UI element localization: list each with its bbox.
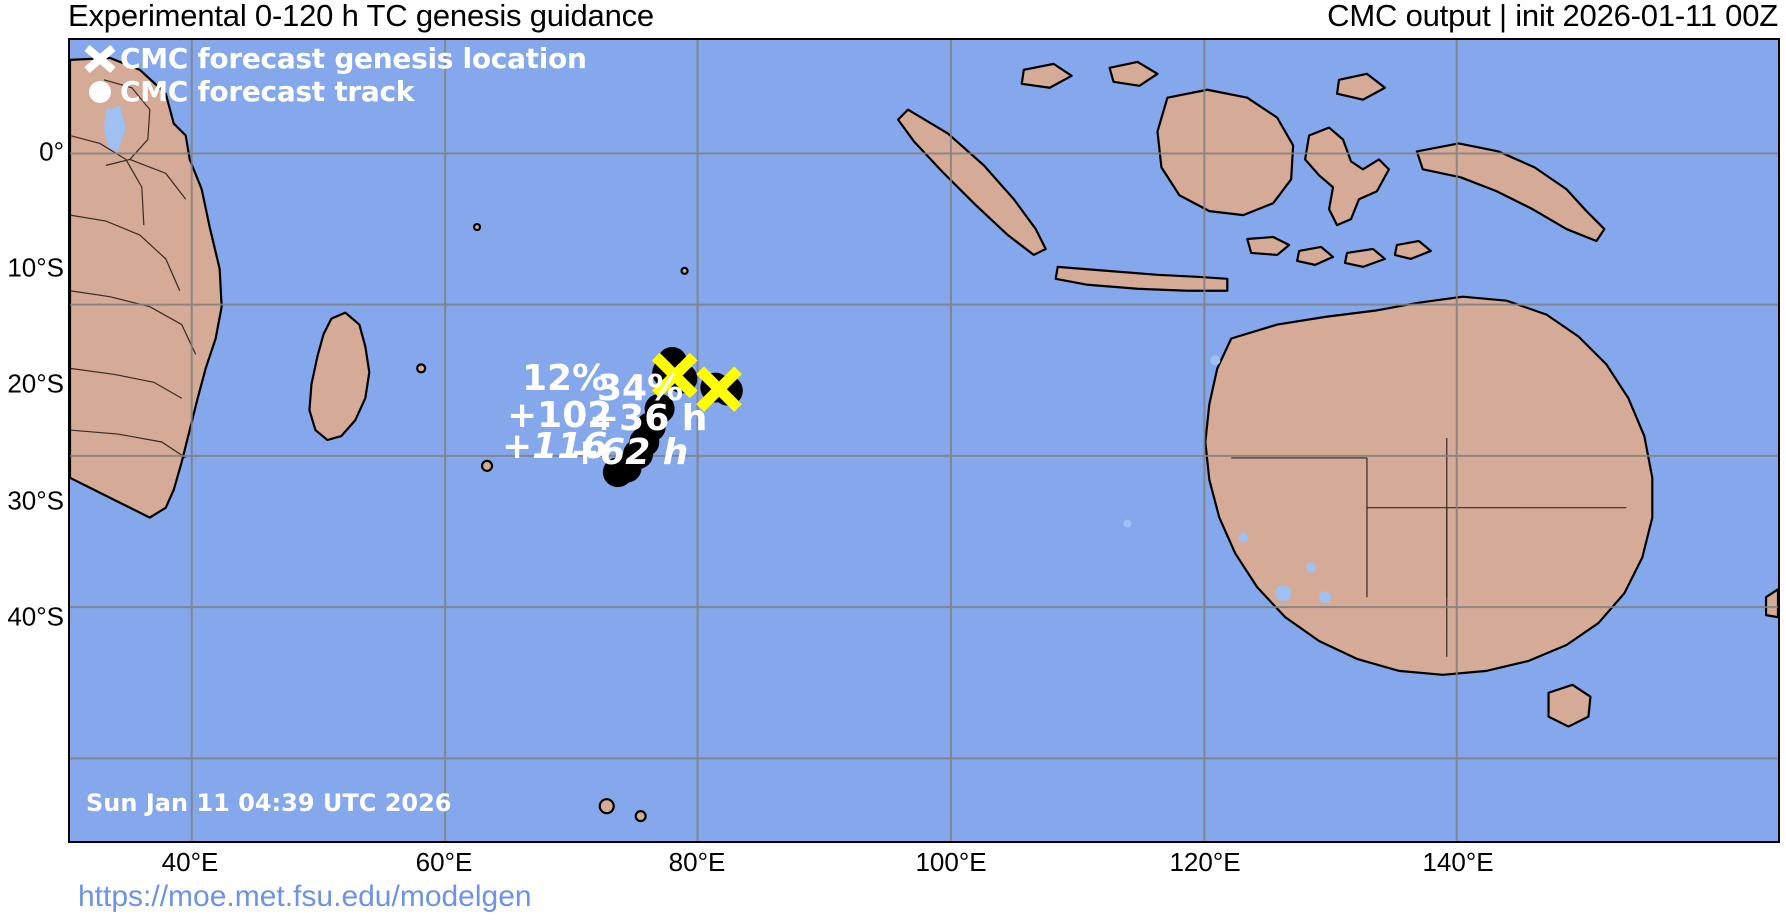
header-bar: Experimental 0-120 h TC genesis guidance…: [0, 0, 1786, 38]
landmasses: [70, 56, 1778, 823]
x-tick-4: 120°E: [1169, 847, 1241, 877]
x-tick-5: 140°E: [1422, 847, 1494, 877]
legend-item-genesis: CMC forecast genesis location: [80, 42, 587, 75]
x-tick-3: 100°E: [915, 847, 987, 877]
map-panel[interactable]: CMC forecast genesis location CMC foreca…: [68, 38, 1780, 843]
forecast-genesis-markers: [651, 352, 742, 412]
source-url-link[interactable]: https://moe.met.fsu.edu/modelgen: [78, 880, 532, 913]
x-tick-1: 60°E: [415, 847, 473, 877]
annotation-leadtime-1: +102: [507, 395, 613, 436]
annotation-probability-2: 34%: [597, 368, 684, 409]
genesis-location-marker: [696, 366, 742, 412]
annotation-leadtime-2: +36 h: [589, 398, 708, 439]
y-tick-3: 30°S: [7, 485, 64, 516]
dot-marker-icon: [80, 76, 120, 108]
timestamp-label: Sun Jan 11 04:39 UTC 2026: [86, 789, 452, 817]
track-point-marker: [602, 457, 633, 488]
annotation-probability-1: 12%: [522, 358, 609, 399]
y-tick-0: 0°: [39, 136, 64, 167]
inland-water: [103, 105, 1332, 604]
admin-borders: [70, 79, 1627, 657]
map-canvas: [70, 40, 1778, 841]
legend-item-track: CMC forecast track: [80, 75, 587, 108]
x-tick-2: 80°E: [668, 847, 726, 877]
y-tick-4: 40°S: [7, 601, 64, 632]
annotation-leadtime-4: +62 h: [570, 432, 689, 473]
legend-label-genesis: CMC forecast genesis location: [120, 41, 587, 75]
model-init-label: CMC output | init 2026-01-11 00Z: [1327, 0, 1778, 33]
map-legend: CMC forecast genesis location CMC foreca…: [80, 42, 587, 108]
legend-label-track: CMC forecast track: [120, 74, 415, 108]
annotation-leadtime-3: +116: [502, 426, 608, 467]
page-title: Experimental 0-120 h TC genesis guidance: [68, 0, 654, 33]
y-tick-2: 20°S: [7, 368, 64, 399]
y-tick-1: 10°S: [7, 252, 64, 283]
x-marker-icon: [80, 43, 120, 75]
map-gridlines: [70, 40, 1778, 841]
x-tick-0: 40°E: [161, 847, 219, 877]
genesis-location-marker: [651, 352, 698, 399]
